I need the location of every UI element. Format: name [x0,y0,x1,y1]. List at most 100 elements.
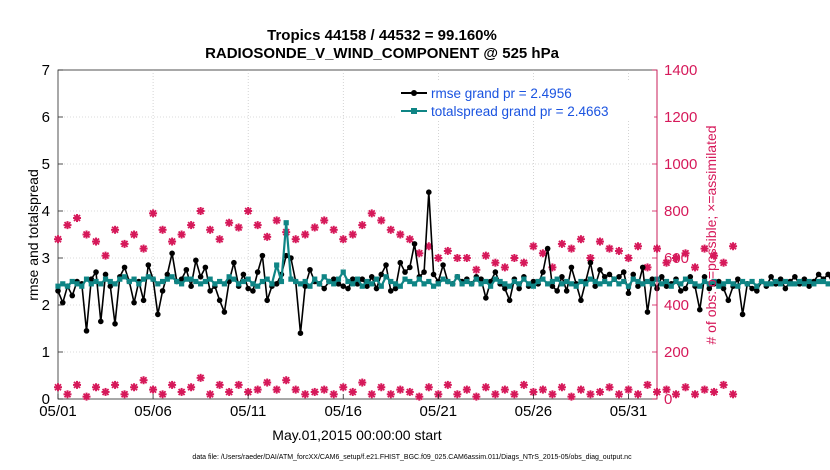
rmse-point [649,276,656,282]
spread-point [568,281,575,287]
obs-stroke [729,242,737,250]
spread-point [174,278,180,285]
rmse-point [373,285,380,292]
obs-assimilated-marker [729,390,738,399]
obs-stroke [235,223,243,232]
spread-point [64,283,71,289]
obs-stroke [196,207,205,215]
obs-stroke [339,235,347,243]
rmse-point [587,259,594,266]
obs-stroke [415,249,423,257]
spread-point [749,278,755,285]
rmse-point [739,311,746,318]
spread-point [312,276,318,282]
obs-stroke [539,385,547,394]
rmse-point [782,285,789,292]
spread-point [511,278,517,285]
spread-point [468,281,475,287]
rmse-point [421,269,427,275]
spread-point [716,283,722,289]
spread-point [164,276,170,282]
rmse-point [264,297,270,304]
rmse-point [335,281,342,287]
spread-point [354,276,361,282]
obs-stroke [311,388,319,396]
rmse-point [178,276,185,282]
obs-stroke [225,388,233,396]
rmse-point [630,271,637,278]
spread-point [549,278,556,285]
rmse-point [544,245,551,252]
chart-title: Tropics 44158 / 44532 = 99.160% [267,27,497,44]
spread-point [293,278,299,285]
legend-spread-label: totalspread grand pr = 2.4663 [431,104,609,119]
spread-point [816,278,822,285]
obs-stroke [358,221,366,229]
spread-point [155,281,161,287]
rmse-point [188,283,194,290]
spread-point [616,281,622,287]
obs-possible-marker [215,235,224,244]
obs-stroke [615,247,623,255]
spread-point [530,283,536,289]
obs-stroke [605,244,614,253]
spread-point [335,276,342,282]
obs-possible-marker [244,207,253,215]
obs-stroke [187,221,195,229]
x-axis-label: May.01,2015 00:00:00 start [272,427,442,443]
rmse-point [330,276,337,282]
spread-point [383,274,389,280]
obs-stroke [577,385,585,394]
spread-point [602,278,608,285]
spread-point [231,276,237,282]
obs-possible-marker [453,254,462,262]
obs-stroke [406,235,414,243]
spread-point [678,281,684,287]
spread-point [378,283,384,289]
rmse-point [658,274,665,280]
obs-stroke [453,390,461,398]
rmse-point [701,274,708,280]
spread-point [659,281,665,287]
legend: rmse grand pr = 2.4956 totalspread grand… [397,81,654,120]
obs-stroke [320,385,328,394]
obs-stroke [330,390,338,398]
spread-point [483,278,489,285]
obs-stroke [529,388,538,396]
spread-point [345,278,351,285]
obs-stroke [520,259,528,267]
spread-point [69,278,75,285]
obs-stroke [349,388,357,396]
obs-stroke [691,263,699,272]
spread-point [744,281,750,287]
obs-stroke [444,247,452,255]
spread-point [107,278,113,285]
spread-point [326,278,332,285]
rmse-point [792,274,798,280]
obs-possible-marker [263,232,272,241]
rmse-point [554,288,560,294]
obs-assimilated-marker [120,390,129,399]
obs-stroke [624,385,633,394]
obs-stroke [196,374,205,382]
obs-assimilated-marker [187,383,196,392]
rmse-point [492,269,499,275]
spread-point [521,276,527,282]
obs-possible-marker [92,237,101,246]
obs-assimilated-marker [73,380,82,389]
obs-stroke [510,254,519,262]
obs-stroke [434,254,442,262]
obs-assimilated-marker [225,387,234,396]
obs-stroke [463,254,471,262]
obs-possible-marker [310,223,319,232]
obs-assimilated-marker [196,373,205,382]
spread-point [307,283,313,289]
obs-stroke [206,226,214,234]
obs-assimilated-marker [624,385,633,394]
rmse-point [677,288,684,294]
obs-possible-marker [253,221,262,230]
obs-possible-marker [405,235,414,244]
obs-stroke [282,376,290,384]
rmse-point [768,274,774,280]
obs-assimilated-marker [272,385,281,394]
